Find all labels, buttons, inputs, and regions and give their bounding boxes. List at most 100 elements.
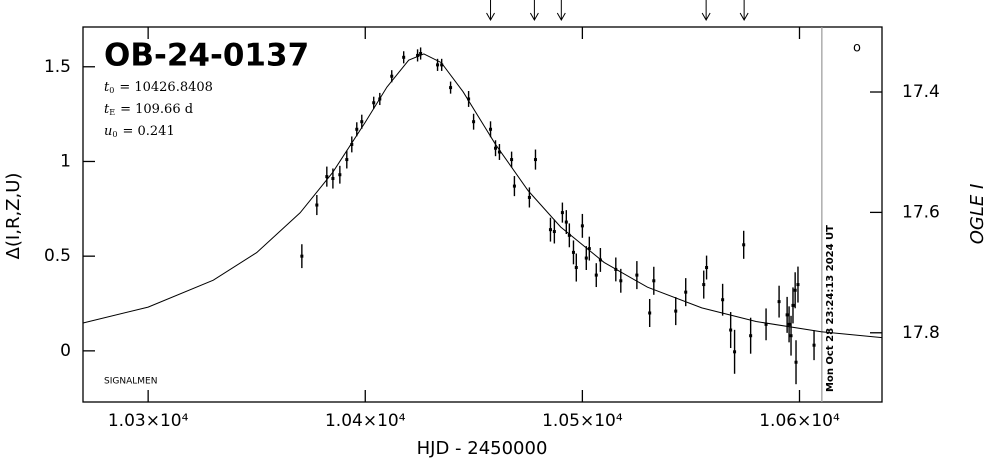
x-tick-label: 1.03×10⁴ — [108, 411, 189, 431]
data-point — [749, 334, 753, 338]
data-point — [793, 288, 797, 292]
data-point — [338, 173, 342, 177]
data-point — [684, 290, 688, 294]
data-point — [812, 343, 816, 347]
data-point — [796, 283, 800, 287]
data-point — [733, 350, 737, 354]
arrow — [486, 0, 495, 22]
y2-tick-label: 17.8 — [902, 323, 940, 343]
parameter-subscript: E — [109, 108, 115, 117]
data-point — [315, 203, 319, 207]
data-point — [325, 175, 329, 179]
data-point — [584, 256, 588, 260]
y-tick-label: 1 — [60, 151, 71, 171]
x-tick-label: 1.06×10⁴ — [759, 411, 840, 431]
parameter-symbol: t — [104, 80, 110, 95]
parameter: u0 = 0.241 — [104, 124, 175, 140]
y2-tick-label: 17.4 — [902, 82, 940, 102]
data-point — [533, 158, 537, 162]
parameter-symbol: t — [104, 102, 110, 117]
x-axis-label: HJD - 2450000 — [417, 438, 548, 459]
arrow — [739, 0, 749, 22]
data-point — [548, 228, 552, 232]
data-point — [619, 279, 623, 283]
data-point — [635, 273, 639, 277]
y-axis-label: Δ(I,R,Z,U) — [3, 173, 24, 260]
data-point — [721, 298, 725, 302]
corner-symbol: o — [853, 41, 861, 56]
parameter-text: = 10426.8408 — [119, 80, 213, 95]
data-point — [794, 360, 798, 364]
data-point — [494, 146, 498, 150]
data-point — [567, 233, 571, 237]
arrow — [701, 0, 711, 22]
data-point — [449, 86, 453, 90]
data-point — [489, 127, 493, 131]
data-point — [378, 97, 382, 101]
parameter-subscript: 0 — [112, 130, 117, 139]
data-point — [390, 74, 394, 78]
data-point — [764, 322, 768, 326]
y-tick-label: 1.5 — [44, 57, 71, 77]
data-point — [702, 283, 706, 287]
y2-axis-label: OGLE I — [967, 184, 986, 245]
data-point — [331, 177, 335, 181]
data-point — [564, 220, 568, 224]
data-point — [510, 158, 514, 162]
parameter-symbol: u — [104, 124, 112, 139]
parameter: tE = 109.66 d — [104, 102, 193, 118]
data-point — [785, 313, 789, 317]
data-point — [355, 127, 359, 131]
y-tick-label: 0 — [60, 341, 71, 361]
data-point — [512, 184, 516, 188]
data-point — [552, 230, 556, 234]
parameter-subscript: 0 — [109, 86, 114, 95]
parameter: t0 = 10426.8408 — [104, 80, 213, 96]
data-point — [571, 250, 575, 254]
arrow — [529, 0, 539, 22]
data-point — [402, 55, 406, 59]
data-point — [652, 279, 656, 283]
model-curve — [82, 53, 883, 339]
data-point — [300, 254, 304, 258]
data-point — [472, 120, 476, 124]
data-point — [527, 195, 531, 199]
data-point — [648, 311, 652, 315]
plot-frame — [82, 26, 883, 403]
data-point — [436, 63, 440, 67]
footer-text: SIGNALMEN — [104, 377, 157, 387]
data-point — [789, 334, 793, 338]
data-point — [587, 247, 591, 251]
x-tick-label: 1.04×10⁴ — [325, 411, 406, 431]
x-tick-label: 1.05×10⁴ — [542, 411, 623, 431]
data-point — [360, 120, 364, 124]
data-point — [614, 267, 618, 271]
data-point — [574, 266, 578, 270]
data-point — [787, 322, 791, 326]
data-point — [497, 150, 501, 154]
data-point — [419, 52, 423, 56]
y-tick-label: 0.5 — [44, 246, 71, 266]
data-point — [416, 53, 420, 57]
data-point — [350, 142, 354, 146]
chart-title: OB-24-0137 — [104, 38, 309, 74]
arrow — [556, 0, 566, 22]
data-point — [791, 303, 795, 307]
data-point — [345, 158, 349, 162]
data-point — [674, 309, 678, 313]
data-point — [705, 266, 709, 270]
data-point — [594, 273, 598, 277]
y2-tick-label: 17.6 — [902, 202, 940, 222]
parameter-text: = 109.66 d — [120, 102, 193, 117]
data-point — [560, 211, 564, 215]
data-point — [742, 243, 746, 247]
data-point — [440, 63, 444, 67]
data-point — [598, 258, 602, 262]
data-point — [777, 300, 781, 304]
data-point — [467, 97, 471, 101]
data-point — [372, 101, 376, 105]
parameter-text: = 0.241 — [122, 124, 174, 139]
now-label: Mon Oct 28 23:24:13 2024 UT — [825, 225, 836, 392]
data-point — [580, 224, 584, 228]
